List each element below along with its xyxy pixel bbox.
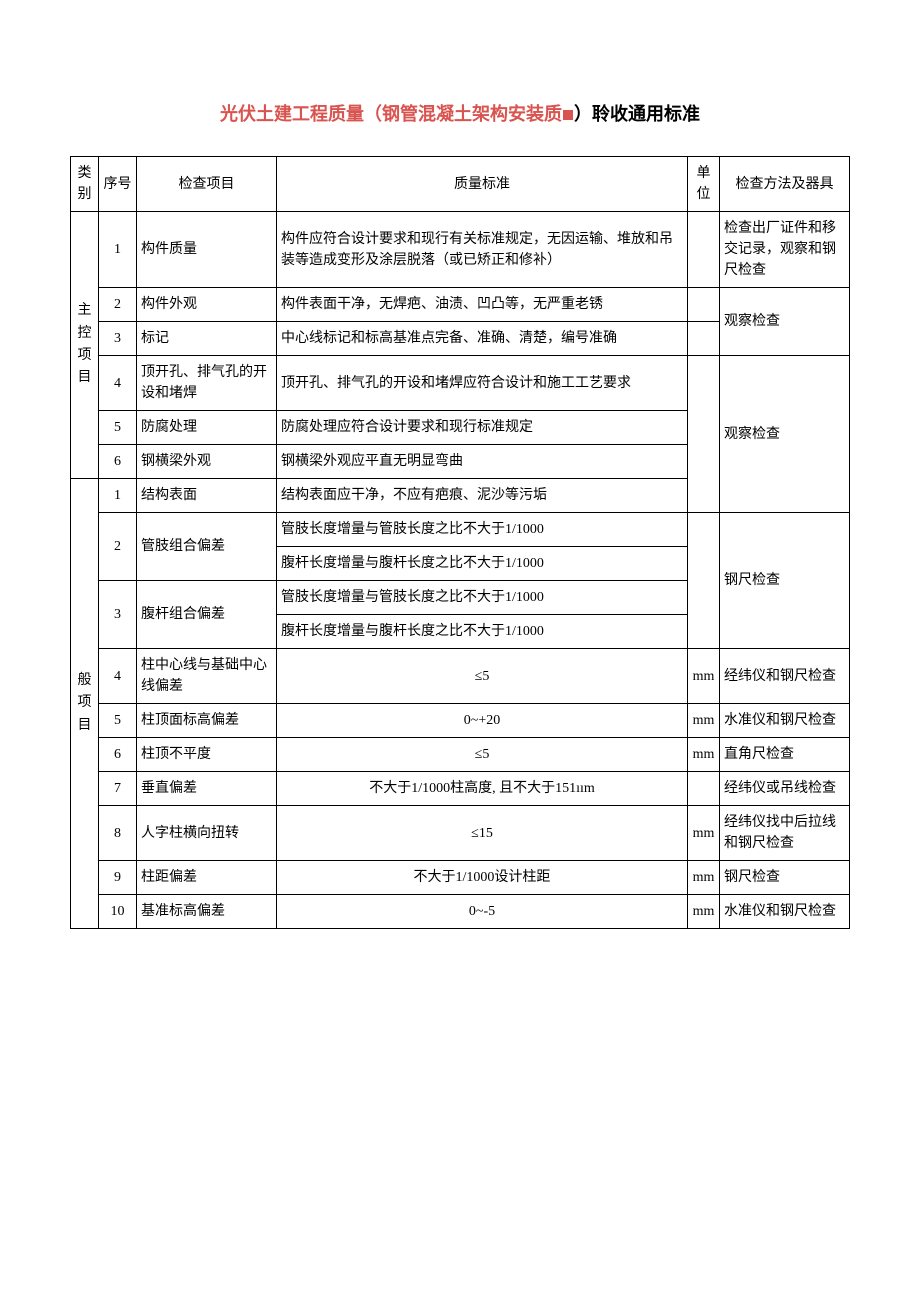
row-unit: [688, 288, 720, 322]
category-cell-main: 主控项目: [71, 212, 99, 479]
row-method: 钢尺检查: [720, 861, 850, 895]
row-unit: [688, 772, 720, 806]
row-std: 不大于1/1000柱高度, 且不大于151ıım: [277, 772, 688, 806]
table-row: 2 管肢组合偏差 管肢长度增量与管肢长度之比不大于1/1000 钢尺检查: [71, 513, 850, 547]
row-std: 管肢长度增量与管肢长度之比不大于1/1000: [277, 513, 688, 547]
row-std: 0~+20: [277, 704, 688, 738]
row-std: 腹杆长度增量与腹杆长度之比不大于1/1000: [277, 615, 688, 649]
row-std: 结构表面应干净，不应有疤痕、泥沙等污垢: [277, 479, 688, 513]
row-std: ≤15: [277, 806, 688, 861]
page-title: 光伏土建工程质量（钢管混凝土架构安装质 ）聆收通用标准: [70, 100, 850, 126]
table-row: 6 柱顶不平度 ≤5 mm 直角尺检查: [71, 738, 850, 772]
row-std: 不大于1/1000设计柱距: [277, 861, 688, 895]
row-item: 管肢组合偏差: [137, 513, 277, 581]
row-item: 垂直偏差: [137, 772, 277, 806]
row-item: 防腐处理: [137, 411, 277, 445]
row-std: ≤5: [277, 738, 688, 772]
row-item: 柱顶面标高偏差: [137, 704, 277, 738]
row-item: 构件质量: [137, 212, 277, 288]
row-num: 5: [99, 411, 137, 445]
header-category: 类别: [71, 157, 99, 212]
row-item: 结构表面: [137, 479, 277, 513]
row-item: 顶开孔、排气孔的开设和堵焊: [137, 356, 277, 411]
row-unit: mm: [688, 738, 720, 772]
title-part2: ）聆收通用标准: [574, 104, 700, 124]
row-std: 管肢长度增量与管肢长度之比不大于1/1000: [277, 581, 688, 615]
table-row: 5 柱顶面标高偏差 0~+20 mm 水准仪和钢尺检查: [71, 704, 850, 738]
row-item: 柱中心线与基础中心线偏差: [137, 649, 277, 704]
row-num: 9: [99, 861, 137, 895]
row-method: 水准仪和钢尺检查: [720, 704, 850, 738]
header-number: 序号: [99, 157, 137, 212]
row-method: 直角尺检查: [720, 738, 850, 772]
row-num: 1: [99, 479, 137, 513]
table-row: 8 人字柱横向扭转 ≤15 mm 经纬仪找中后拉线和钢尺检查: [71, 806, 850, 861]
row-item: 柱距偏差: [137, 861, 277, 895]
row-std: ≤5: [277, 649, 688, 704]
row-unit: mm: [688, 861, 720, 895]
red-square-icon: [563, 110, 573, 120]
header-standard: 质量标准: [277, 157, 688, 212]
row-unit: [688, 513, 720, 649]
row-std: 顶开孔、排气孔的开设和堵焊应符合设计和施工工艺要求: [277, 356, 688, 411]
row-item: 基准标高偏差: [137, 895, 277, 929]
header-item: 检查项目: [137, 157, 277, 212]
row-std: 防腐处理应符合设计要求和现行标准规定: [277, 411, 688, 445]
table-row: 9 柱距偏差 不大于1/1000设计柱距 mm 钢尺检查: [71, 861, 850, 895]
row-std: 0~-5: [277, 895, 688, 929]
row-std: 构件表面干净，无焊疤、油渍、凹凸等，无严重老锈: [277, 288, 688, 322]
row-unit: mm: [688, 704, 720, 738]
row-method: 经纬仪找中后拉线和钢尺检查: [720, 806, 850, 861]
row-num: 4: [99, 356, 137, 411]
row-item: 钢横梁外观: [137, 445, 277, 479]
category-cell-general: 般项目: [71, 479, 99, 929]
row-method: 观察检查: [720, 356, 850, 513]
row-num: 1: [99, 212, 137, 288]
row-unit: [688, 322, 720, 356]
row-item: 柱顶不平度: [137, 738, 277, 772]
row-item: 标记: [137, 322, 277, 356]
row-num: 6: [99, 738, 137, 772]
row-item: 腹杆组合偏差: [137, 581, 277, 649]
row-num: 6: [99, 445, 137, 479]
standards-table: 类别 序号 检查项目 质量标准 单位 检查方法及器具 主控项目 1 构件质量 构…: [70, 156, 850, 929]
header-method: 检查方法及器具: [720, 157, 850, 212]
row-num: 10: [99, 895, 137, 929]
table-row: 10 基准标高偏差 0~-5 mm 水准仪和钢尺检查: [71, 895, 850, 929]
row-std: 钢横梁外观应平直无明显弯曲: [277, 445, 688, 479]
row-method: 钢尺检查: [720, 513, 850, 649]
row-num: 3: [99, 581, 137, 649]
header-unit: 单位: [688, 157, 720, 212]
row-num: 5: [99, 704, 137, 738]
row-num: 7: [99, 772, 137, 806]
row-std: 中心线标记和标高基准点完备、准确、清楚，编号准确: [277, 322, 688, 356]
row-unit: mm: [688, 649, 720, 704]
row-method: 经纬仪和钢尺检查: [720, 649, 850, 704]
row-item: 人字柱横向扭转: [137, 806, 277, 861]
title-part1: 光伏土建工程质量（钢管混凝土架构安装质: [220, 104, 562, 124]
row-unit: mm: [688, 895, 720, 929]
row-method: 观察检查: [720, 288, 850, 356]
table-header-row: 类别 序号 检查项目 质量标准 单位 检查方法及器具: [71, 157, 850, 212]
row-unit: mm: [688, 806, 720, 861]
row-item: 构件外观: [137, 288, 277, 322]
row-method: 经纬仪或吊线检查: [720, 772, 850, 806]
table-row: 7 垂直偏差 不大于1/1000柱高度, 且不大于151ıım 经纬仪或吊线检查: [71, 772, 850, 806]
row-num: 4: [99, 649, 137, 704]
row-method: 水准仪和钢尺检查: [720, 895, 850, 929]
row-unit: [688, 356, 720, 513]
row-unit: [688, 212, 720, 288]
table-row: 4 柱中心线与基础中心线偏差 ≤5 mm 经纬仪和钢尺检查: [71, 649, 850, 704]
row-num: 8: [99, 806, 137, 861]
row-std: 构件应符合设计要求和现行有关标准规定，无因运输、堆放和吊装等造成变形及涂层脱落（…: [277, 212, 688, 288]
row-std: 腹杆长度增量与腹杆长度之比不大于1/1000: [277, 547, 688, 581]
table-row: 4 顶开孔、排气孔的开设和堵焊 顶开孔、排气孔的开设和堵焊应符合设计和施工工艺要…: [71, 356, 850, 411]
row-num: 3: [99, 322, 137, 356]
row-method: 检查出厂证件和移交记录，观察和钢尺检查: [720, 212, 850, 288]
table-row: 2 构件外观 构件表面干净，无焊疤、油渍、凹凸等，无严重老锈 观察检查: [71, 288, 850, 322]
row-num: 2: [99, 288, 137, 322]
row-num: 2: [99, 513, 137, 581]
table-row: 主控项目 1 构件质量 构件应符合设计要求和现行有关标准规定，无因运输、堆放和吊…: [71, 212, 850, 288]
